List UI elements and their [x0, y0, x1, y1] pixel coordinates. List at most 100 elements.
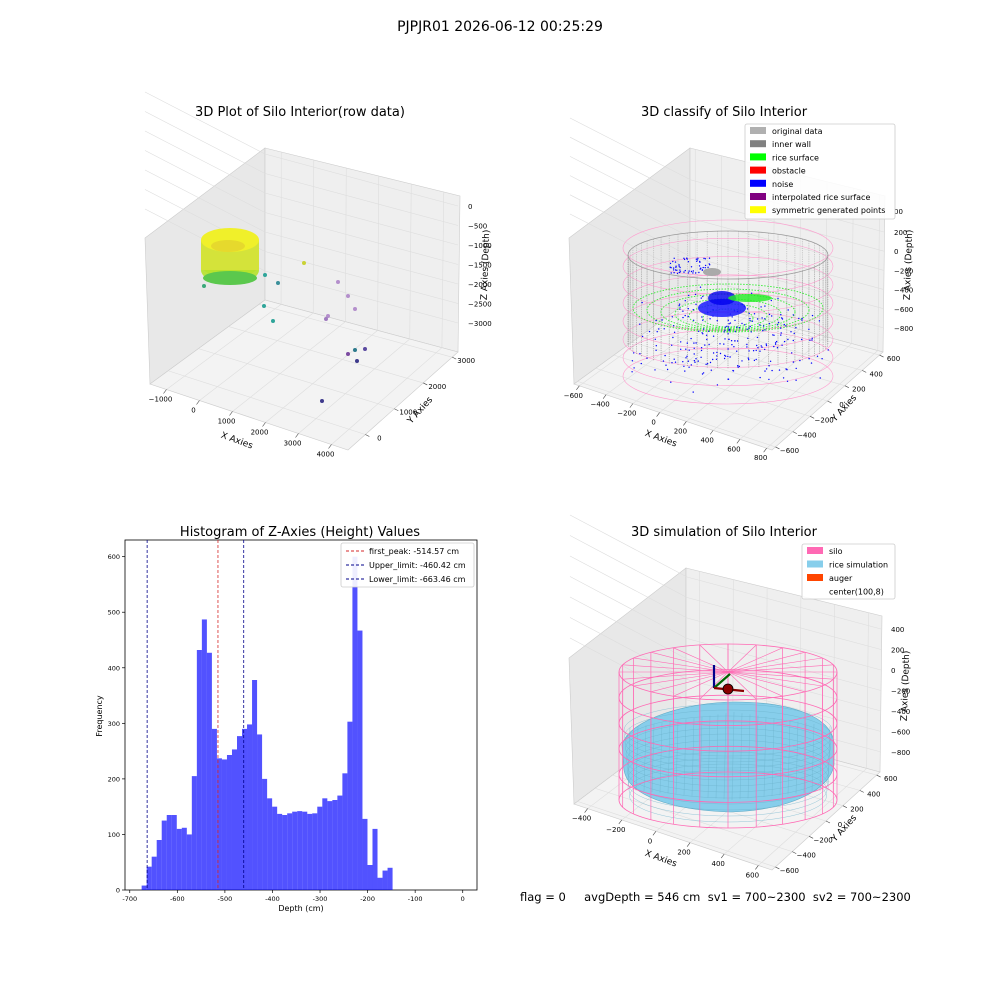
classify-noise-point [783, 323, 785, 326]
classify-noise-point [810, 362, 813, 364]
grid-line [228, 326, 424, 384]
grid-line [690, 218, 885, 271]
classify-noise-point [759, 324, 761, 326]
classify-noise-point [746, 346, 748, 348]
classify-rice-surface [646, 288, 810, 332]
histogram-bar [247, 724, 253, 890]
classify-noise-point [665, 364, 667, 366]
y-tick-mark [792, 431, 797, 434]
classify-noise-point [685, 348, 687, 350]
z-tick-label: −500 [468, 223, 487, 231]
classify-noise-point [679, 266, 681, 269]
classify-noise-point [673, 331, 676, 333]
classify-legend-label: inner wall [772, 140, 811, 149]
classify-rice-surface [674, 298, 782, 330]
classify-noise-point [786, 380, 789, 382]
grid-line [690, 275, 885, 329]
classify-noise-point [741, 322, 743, 325]
classify-noise-point [780, 334, 782, 336]
grid-line [345, 167, 347, 322]
histogram-bar [337, 795, 343, 890]
simulation-rice-mesh [731, 711, 735, 801]
histogram-bar [146, 866, 152, 890]
classify-noise-point [648, 330, 651, 333]
classify-noise-point [727, 326, 730, 328]
simulation-rice-mesh [747, 714, 751, 799]
classify-noise-point [755, 358, 757, 361]
z-tick-label: 0 [468, 203, 472, 211]
grid-line [569, 194, 692, 258]
classify-noise-point [684, 269, 686, 272]
simulation-silo-roof [673, 647, 729, 673]
simulation-rice-mesh [683, 719, 687, 796]
z-tick-label: 200 [894, 229, 907, 237]
simulation-3d-x-ticks: −400 −200 0 200 400 600 [572, 808, 759, 879]
histogram-bar [362, 818, 368, 890]
classify-noise-point [772, 334, 774, 336]
histogram-y-tick-label: 100 [108, 831, 120, 839]
simulation-rice-mesh [811, 723, 815, 793]
classify-noise-point [759, 376, 761, 379]
simulation-rice-mesh [787, 720, 791, 795]
classify-noise-point [827, 349, 829, 351]
histogram-bar [327, 801, 333, 890]
x-tick-label: −200 [606, 826, 625, 834]
z-tick-label: 0 [891, 667, 895, 675]
classify-noise-point [662, 360, 665, 362]
classify-noise-point [654, 338, 656, 340]
classify-noise-point [729, 356, 731, 358]
classify-noise-point [697, 360, 699, 362]
classify-rice-surface [728, 294, 772, 302]
classify-noise-point [672, 269, 675, 271]
histogram-bar [292, 811, 298, 890]
classify-noise-point [749, 320, 751, 322]
simulation-silo-roof [727, 671, 757, 700]
histogram-bar [156, 840, 162, 890]
grid-line [686, 617, 882, 671]
classify-noise-point [646, 357, 648, 359]
classify-noise-point [678, 271, 681, 274]
histogram-bar [211, 728, 217, 890]
classify-noise-point [656, 331, 658, 333]
x-tick-label: 0 [191, 407, 195, 415]
figure-title: PJPJR01 2026-06-12 00:25:29 [397, 19, 603, 35]
z-tick-label: −800 [891, 749, 910, 757]
simulation-rice-mesh [635, 726, 639, 791]
y-tick-mark [827, 400, 832, 404]
simulation-rice-mesh [675, 720, 679, 795]
raw-3d-points [201, 228, 367, 403]
classify-noise-point [670, 381, 672, 383]
classify-noise-point [690, 270, 693, 273]
y-tick-label: 1000 [399, 409, 417, 417]
simulation-auger-center [722, 683, 734, 695]
classify-noise-point [702, 372, 705, 374]
grid-line [569, 136, 692, 200]
z-tick-label: −600 [891, 729, 910, 737]
histogram-y-tick-label: 300 [108, 720, 120, 728]
classify-noise-point [764, 305, 766, 307]
x-tick-mark [683, 421, 687, 426]
raw-outlier-point [324, 317, 328, 321]
y-tick-mark [876, 774, 881, 778]
histogram-x-tick-label: -700 [122, 895, 137, 903]
classify-noise-point [715, 358, 718, 360]
histogram-bar [257, 734, 263, 890]
classify-noise-point [710, 369, 712, 371]
grid-line [409, 183, 412, 340]
classify-noise-point [631, 360, 634, 362]
simulation-rice-mesh [763, 716, 767, 797]
grid-line [577, 381, 776, 448]
classify-noise-point [776, 324, 779, 326]
classify-noise-point [724, 338, 726, 340]
raw-outlier-point [353, 307, 357, 311]
histogram-y-tick-label: 400 [108, 664, 120, 672]
classify-noise-point [696, 259, 699, 261]
classify-noise-point [703, 328, 705, 330]
classify-noise-point [764, 348, 766, 351]
y-tick-mark [879, 354, 884, 358]
raw-outlier-point [353, 348, 357, 352]
grid-line [569, 637, 688, 701]
raw-3d-grid [144, 91, 459, 445]
grid-line [265, 330, 378, 423]
